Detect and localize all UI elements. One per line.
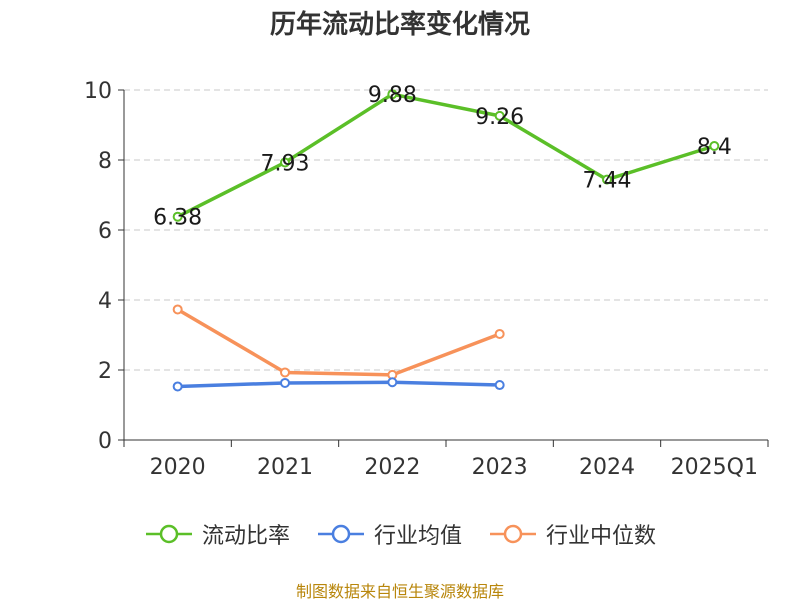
data-label: 9.88 [368,83,417,108]
legend-marker-icon [317,524,364,544]
legend-item-current-ratio[interactable]: 流动比率 [144,518,290,550]
line-chart: 0 2 4 6 8 10 2020 2021 2022 2023 2024 2025Q1 6.38 7.… [84,79,769,480]
series-current-ratio-point [280,157,290,168]
data-label: 8.4 [697,135,732,160]
legend-marker-icon [490,524,536,544]
y-tick-label: 10 [84,79,112,104]
data-label: 9.26 [475,105,524,130]
series-industry-mean-point [387,377,398,388]
legend: 流动比率 行业均值 行业中位数 [0,518,800,550]
series-current-ratio-point [709,141,720,151]
series-industry-median-point [280,367,290,378]
series-industry-median-point [172,304,183,315]
series-current-ratio-point [172,211,183,222]
legend-item-industry-mean[interactable]: 行业均值 [316,518,462,550]
source-note: 制图数据来自恒生聚源数据库 [295,582,504,601]
series-industry-mean-point [494,380,505,391]
series-industry-mean-point [280,377,290,388]
data-label: 7.93 [261,151,310,176]
y-tick-label: 0 [98,429,112,454]
x-tick-label: 2024 [579,455,635,480]
x-tick-label: 2025Q1 [671,455,758,480]
y-tick-label: 6 [98,219,112,244]
y-tick-label: 4 [98,289,112,314]
x-tick-label: 2020 [150,455,206,480]
data-label: 7.44 [583,169,632,194]
legend-label: 流动比率 [201,524,290,549]
legend-label: 行业中位数 [546,524,657,549]
y-tick-label: 2 [98,359,112,384]
series-current-ratio-line [176,92,715,219]
series-current-ratio-point [602,174,612,185]
x-tick-label: 2021 [257,455,313,480]
series-current-ratio-point [494,110,505,121]
chart-title: 历年流动比率变化情况 [269,10,530,40]
data-label: 6.38 [153,206,202,231]
x-tick-label: 2022 [364,455,420,480]
y-tick-label: 8 [98,149,112,174]
legend-item-industry-median[interactable]: 行业中位数 [488,518,656,550]
series-industry-median-point [494,328,505,339]
x-tick-label: 2023 [472,455,528,480]
legend-label: 行业均值 [373,524,462,549]
series-industry-mean-line [177,380,500,389]
legend-marker-icon [145,524,192,544]
series-current-ratio-point [387,89,398,100]
series-industry-median-line [176,307,501,377]
series-industry-mean-point [172,381,183,392]
